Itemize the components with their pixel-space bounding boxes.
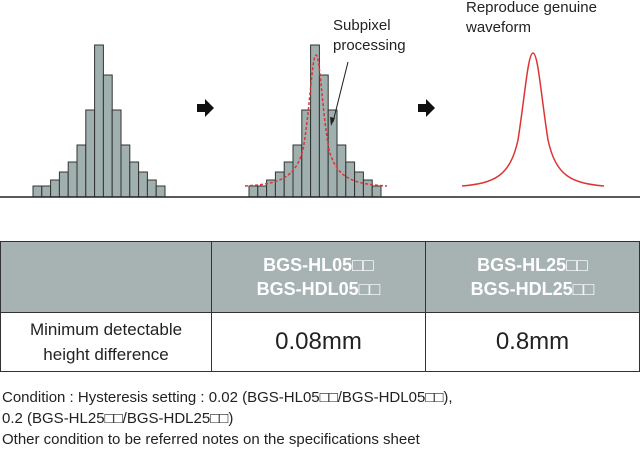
histogram-bar: [67, 161, 78, 198]
histogram-bar: [283, 161, 294, 198]
histogram-bar: [32, 185, 43, 198]
diagram: Subpixel processing Reproduce genuine wa…: [0, 0, 640, 198]
histogram-bar: [248, 185, 259, 198]
pointer: [332, 61, 349, 123]
histogram-bar: [94, 44, 104, 198]
histogram: [32, 44, 166, 198]
histogram-bar: [336, 144, 347, 198]
note: 0.2 (BGS-HL25□□/BGS-HDL25□□): [2, 410, 234, 427]
annotation: Subpixel: [333, 17, 391, 34]
note: Other condition to be referred notes on …: [2, 431, 420, 448]
header-text: BGS-HDL25□□: [470, 279, 595, 299]
histogram-bar: [50, 179, 60, 198]
note: Condition : Hysteresis setting : 0.02 (B…: [2, 389, 453, 406]
header-cell: [0, 241, 212, 313]
histogram-bar: [138, 171, 148, 198]
notes: Condition : Hysteresis setting : 0.02 (B…: [2, 387, 453, 450]
histogram-bar: [120, 144, 131, 198]
cell: 0.08mm: [211, 312, 426, 372]
histogram-bar: [155, 185, 166, 198]
histogram-bar: [292, 144, 303, 198]
histogram: [248, 44, 382, 198]
arrow: [197, 99, 214, 117]
histogram-bar: [354, 171, 364, 198]
histogram-bar: [310, 44, 320, 198]
header-text: BGS-HL25□□: [477, 255, 588, 275]
histogram-bar: [362, 179, 373, 198]
header-text: BGS-HDL05□□: [256, 279, 381, 299]
histogram-bar: [85, 109, 96, 198]
histogram-bar: [274, 171, 285, 198]
header-text: BGS-HL05□□: [263, 255, 374, 275]
header-row: BGS-HL05□□ BGS-HDL05□□ BGS-HL25□□ BGS-HDL2…: [0, 241, 640, 313]
histogram-bar: [345, 161, 356, 198]
histogram-bar: [257, 185, 268, 198]
histogram-bar: [76, 144, 87, 198]
arrow: [418, 99, 435, 117]
histogram-bar: [41, 185, 52, 198]
row-label: Minimum detectable height difference: [0, 312, 212, 372]
histogram-bar: [102, 74, 113, 198]
annotation: waveform: [465, 19, 531, 36]
header-cell: BGS-HL25□□ BGS-HDL25□□: [425, 241, 640, 313]
cell: 0.8mm: [425, 312, 640, 372]
pointer-head: [330, 117, 335, 126]
spec-table: BGS-HL05□□ BGS-HDL05□□ BGS-HL25□□ BGS-HDL2…: [0, 241, 640, 372]
histogram-bar: [111, 109, 122, 198]
fit-curve: [244, 54, 388, 187]
histogram-bar: [129, 161, 140, 198]
header-cell: BGS-HL05□□ BGS-HDL05□□: [211, 241, 426, 313]
annotation: Reproduce genuine: [466, 0, 597, 16]
histogram-bar: [371, 185, 382, 198]
data-row: Minimum detectable height difference 0.08…: [0, 312, 640, 372]
annotation: processing: [333, 37, 406, 54]
waveform: [461, 52, 605, 187]
histogram-bar: [146, 179, 157, 198]
histogram-bar: [58, 171, 69, 198]
label-text: Minimum detectable: [29, 320, 183, 339]
label-text: height difference: [43, 345, 169, 364]
